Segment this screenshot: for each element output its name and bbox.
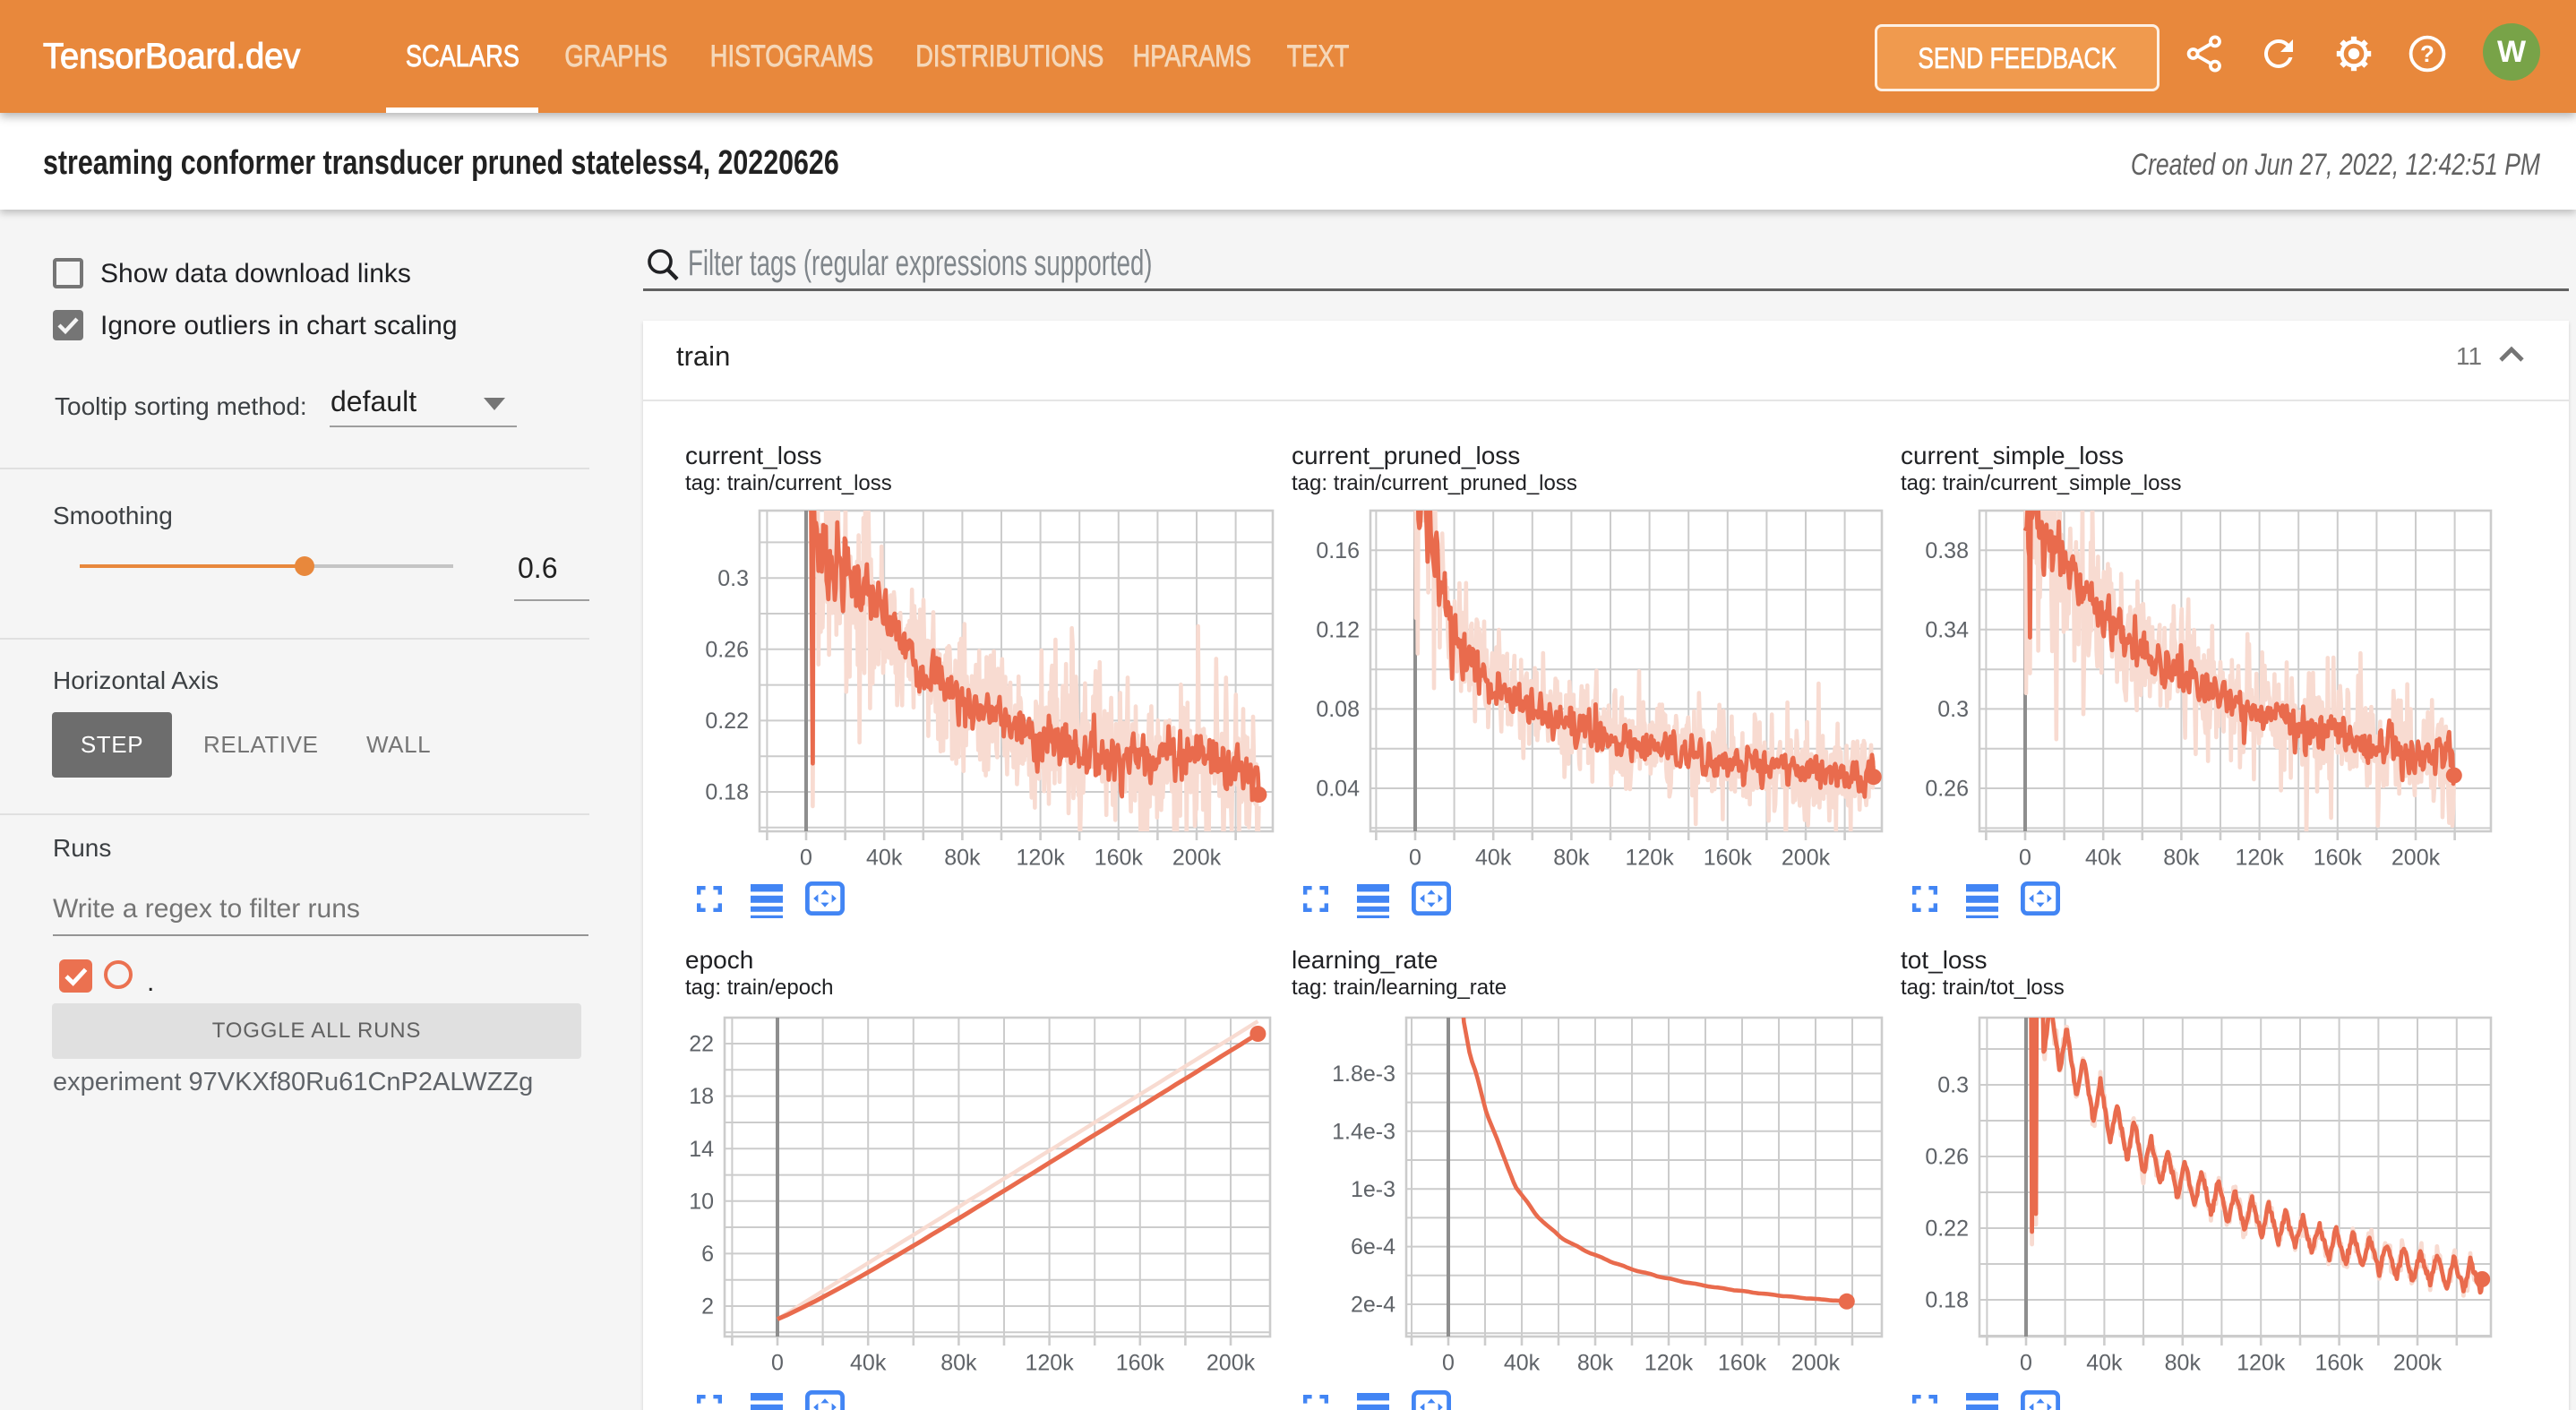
- svg-text:?: ?: [2420, 40, 2434, 67]
